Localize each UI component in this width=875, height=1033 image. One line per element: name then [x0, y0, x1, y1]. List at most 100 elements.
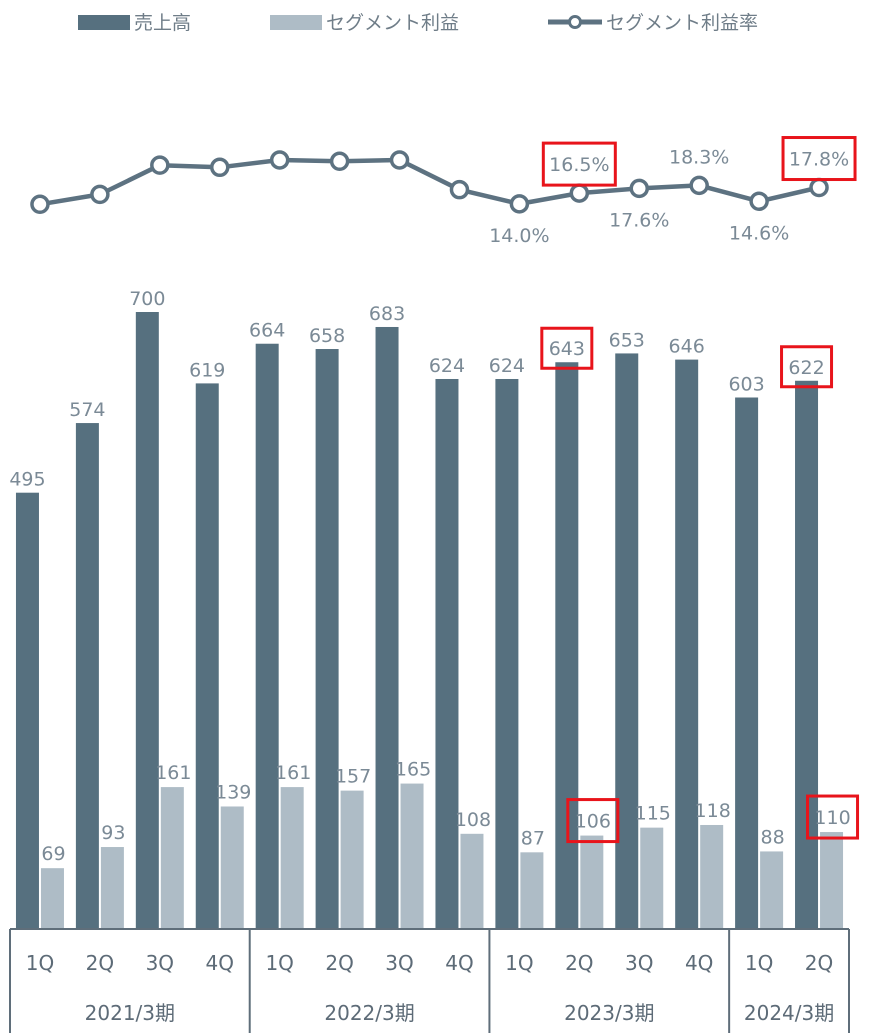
profit-value-label: 88: [761, 826, 785, 848]
period-label: 2021/3期: [85, 1001, 175, 1025]
sales-value-label: 700: [129, 288, 165, 310]
profit-bar: [640, 827, 664, 929]
sales-bar: [795, 380, 819, 929]
margin-point: [749, 191, 769, 212]
period-label: 2022/3期: [324, 1001, 414, 1025]
margin-point: [809, 177, 829, 198]
legend-label-profit: セグメント利益: [326, 12, 459, 34]
margin-value-label: 17.8%: [789, 149, 849, 171]
profit-value-label: 110: [814, 807, 850, 829]
legend-swatch-profit: [270, 15, 322, 30]
legend-label-sales: 売上高: [134, 12, 191, 34]
highlight-sales-box: [780, 345, 834, 389]
quarter-tick-label: 4Q: [206, 951, 234, 975]
bar-layer: 495 69 574 93 700 161 619 139 664 161 658 157 683 165…: [9, 288, 851, 930]
profit-value-label: 118: [695, 800, 731, 822]
profit-value-label: 161: [275, 762, 311, 784]
sales-bar: [495, 378, 519, 929]
legend-swatch-margin-marker: [568, 15, 582, 29]
margin-point: [269, 150, 290, 170]
quarter-tick-label: 3Q: [385, 951, 413, 975]
x-axis: 1Q 2Q 3Q 4Q 1Q 2Q 3Q 4Q 1Q 2Q 3Q 4Q 1Q 2Q 2021/3期 2022/…: [9, 928, 850, 1033]
profit-bar: [400, 783, 424, 929]
profit-bar: [100, 847, 124, 929]
profit-value-label: 115: [635, 803, 671, 825]
profit-bar: [460, 833, 484, 929]
sales-bar: [15, 492, 39, 929]
profit-value-label: 69: [41, 843, 65, 865]
sales-bar: [135, 312, 159, 929]
quarter-tick-label: 1Q: [26, 951, 54, 975]
profit-value-label: 139: [215, 781, 251, 803]
profit-value-label: 108: [455, 809, 491, 831]
margin-line: [39, 157, 820, 207]
sales-bar: [675, 359, 699, 929]
sales-value-label: 619: [189, 359, 225, 381]
sales-value-label: 495: [9, 469, 45, 491]
highlight-margin-box: [781, 136, 857, 182]
legend-swatch-sales: [78, 15, 130, 30]
profit-value-label: 87: [521, 827, 545, 849]
quarter-tick-label: 3Q: [625, 951, 653, 975]
quarter-tick-label: 1Q: [505, 951, 533, 975]
sales-bar: [435, 378, 459, 929]
quarter-tick-label: 4Q: [445, 951, 473, 975]
sales-value-label: 646: [669, 336, 705, 358]
margin-point: [90, 184, 110, 205]
profit-bar: [760, 851, 784, 929]
margin-point: [389, 150, 410, 170]
sales-bar: [615, 353, 639, 930]
profit-value-label: 106: [575, 811, 611, 833]
period-label: 2023/3期: [564, 1001, 654, 1025]
margin-point: [629, 178, 649, 199]
profit-bar: [220, 806, 244, 929]
highlight-profit-box: [806, 794, 860, 840]
profit-bar: [160, 787, 184, 929]
margin-point: [449, 179, 470, 200]
legend-label-margin: セグメント利益率: [606, 12, 758, 34]
profit-value-label: 161: [155, 762, 191, 784]
margin-value-label: 17.6%: [609, 209, 669, 231]
quarter-tick-label: 1Q: [265, 951, 293, 975]
sales-value-label: 658: [309, 325, 345, 347]
quarter-tick-label: 3Q: [146, 951, 174, 975]
margin-point: [509, 194, 530, 214]
margin-point: [689, 175, 709, 196]
margin-point: [329, 151, 350, 172]
margin-point: [150, 155, 170, 175]
sales-value-label: 643: [549, 338, 585, 360]
profit-bar: [580, 835, 604, 929]
profit-bar: [340, 790, 364, 929]
highlight-margin-box: [541, 141, 617, 187]
profit-value-label: 93: [101, 822, 125, 844]
sales-value-label: 624: [429, 355, 465, 377]
legend: 売上高 セグメント利益 セグメント利益率: [78, 12, 758, 34]
margin-point: [210, 157, 230, 178]
sales-value-label: 653: [609, 329, 645, 351]
highlight-layer: [540, 136, 860, 844]
sales-value-label: 622: [788, 357, 824, 379]
sales-bar: [735, 397, 759, 930]
margin-value-label: 14.6%: [729, 222, 789, 244]
sales-bar: [555, 362, 579, 929]
profit-bar: [40, 868, 64, 929]
margin-line-layer: 14.0% 16.5% 17.6% 18.3% 14.6% 17.8%: [30, 146, 849, 247]
quarter-tick-label: 1Q: [745, 951, 773, 975]
margin-value-label: 16.5%: [549, 154, 609, 176]
highlight-sales-box: [540, 326, 594, 370]
sales-value-label: 574: [69, 399, 105, 421]
margin-point: [30, 194, 50, 215]
sales-bar: [195, 383, 219, 929]
quarter-tick-label: 2Q: [805, 951, 833, 975]
sales-value-label: 624: [489, 355, 525, 377]
sales-bar: [375, 326, 399, 930]
profit-bar: [520, 852, 544, 929]
margin-point: [569, 183, 590, 203]
profit-bar: [820, 832, 844, 929]
quarter-tick-label: 2Q: [86, 951, 114, 975]
quarter-tick-label: 2Q: [325, 951, 353, 975]
sales-bar: [75, 423, 99, 929]
margin-value-label: 18.3%: [669, 146, 729, 168]
quarter-tick-label: 4Q: [685, 951, 713, 975]
